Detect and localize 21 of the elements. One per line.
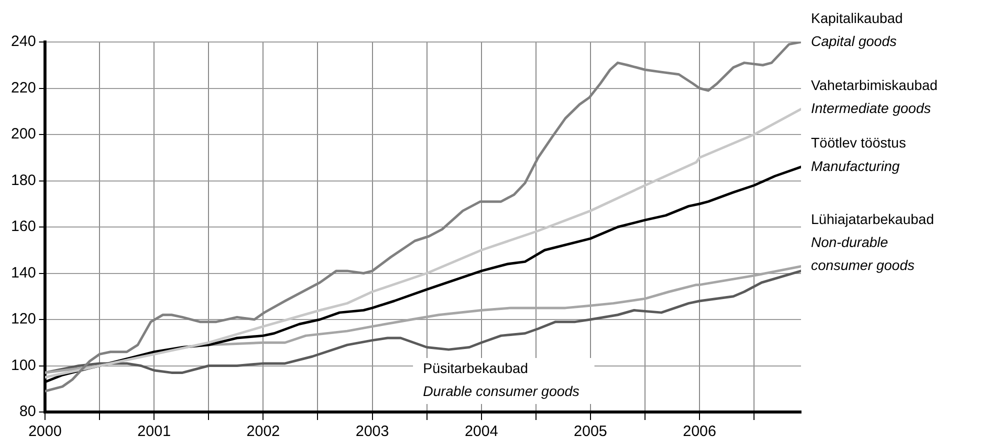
series-label: Püsitarbekaubad Durable consumer goods: [423, 360, 580, 399]
x-tick-label: 2001: [137, 423, 171, 440]
series-label: Töötlev tööstus Manufacturing: [811, 134, 906, 174]
series-label: Kapitalikaubad Capital goods: [811, 10, 903, 49]
y-tick-label: 200: [10, 126, 36, 143]
y-tick-label: 240: [10, 33, 36, 50]
x-tick-label: 2006: [682, 423, 716, 440]
y-tick-label: 80: [19, 403, 36, 420]
x-tick-label: 2002: [246, 423, 280, 440]
x-tick-label: 2005: [574, 423, 608, 440]
y-tick-label: 220: [10, 79, 36, 96]
y-tick-label: 180: [10, 172, 36, 189]
series-label: Vahetarbimiskaubad Intermediate goods: [811, 76, 938, 116]
y-tick-label: 120: [10, 310, 36, 328]
y-tick-label: 140: [10, 264, 36, 282]
series-label: Lühiajatarbekaubad Non-durable consumer goods: [811, 211, 934, 274]
y-tick-label: 100: [10, 356, 36, 374]
x-tick-label: 2004: [464, 423, 498, 440]
y-tick-label: 160: [10, 218, 36, 236]
x-tick-label: 2003: [356, 423, 389, 440]
x-tick-label: 2000: [28, 423, 62, 440]
